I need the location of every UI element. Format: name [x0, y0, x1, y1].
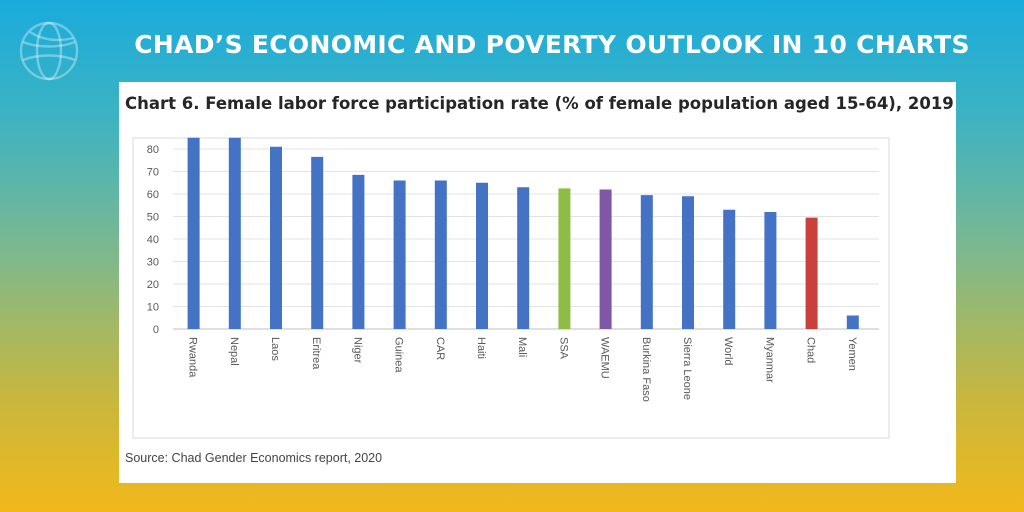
x-tick-label: Eritrea — [310, 337, 322, 370]
bar-yemen — [846, 315, 859, 329]
y-tick-label: 60 — [147, 189, 159, 201]
bar-burkina-faso — [640, 195, 653, 329]
bar-rwanda — [187, 137, 200, 329]
bars — [187, 137, 859, 329]
x-tick-label: Sierra Leone — [681, 337, 693, 400]
y-tick-label: 40 — [147, 234, 159, 246]
x-tick-label: CAR — [434, 337, 446, 360]
y-tick-label: 20 — [147, 279, 159, 291]
bar-car — [434, 180, 447, 329]
bar-laos — [270, 146, 282, 329]
source-note: Source: Chad Gender Economics report, 20… — [125, 451, 383, 465]
x-tick-label: Myanmar — [763, 337, 775, 383]
y-tick-labels: 0 10 20 30 40 50 60 70 80 — [147, 144, 159, 336]
globe-icon — [19, 21, 79, 81]
x-tick-label: SSA — [557, 337, 569, 360]
y-tick-label: 30 — [147, 257, 159, 269]
bar-nepal — [228, 137, 241, 329]
x-tick-labels: Rwanda Nepal Laos Eritrea Niger Guinea CAR Hait… — [187, 337, 858, 402]
x-tick-label: Laos — [269, 337, 281, 361]
y-tick-label: 80 — [147, 144, 159, 156]
bar-world — [723, 209, 736, 329]
bar-eritrea — [311, 156, 324, 329]
x-tick-label: Burkina Faso — [640, 337, 652, 402]
chart-card: Chart 6. Female labor force participatio… — [119, 82, 956, 483]
bar-niger — [352, 174, 365, 329]
chart-title: Chart 6. Female labor force participatio… — [125, 94, 954, 113]
bar-waemu — [599, 189, 612, 329]
bar-guinea — [393, 180, 406, 329]
bar-chad — [805, 217, 818, 329]
bar-myanmar — [764, 212, 777, 329]
bar-sierra-leone — [682, 196, 694, 329]
bar-ssa — [558, 188, 571, 329]
x-tick-label: Mali — [516, 337, 528, 357]
y-tick-label: 10 — [147, 302, 159, 314]
x-tick-label: Haiti — [475, 337, 487, 359]
x-tick-label: Niger — [351, 337, 363, 364]
plot-frame — [132, 137, 890, 439]
x-tick-label: Chad — [805, 337, 817, 363]
bar-mali — [517, 187, 530, 329]
x-tick-label: Yemen — [846, 337, 858, 371]
x-tick-label: Guinea — [393, 337, 405, 373]
x-tick-label: WAEMU — [599, 337, 611, 379]
x-tick-label: Nepal — [228, 337, 240, 366]
x-tick-label: Rwanda — [187, 337, 199, 378]
y-tick-label: 0 — [153, 324, 159, 336]
y-tick-label: 70 — [147, 167, 159, 179]
banner-title: CHAD’S ECONOMIC AND POVERTY OUTLOOK IN 1… — [134, 30, 970, 59]
bar-chart: 0 10 20 30 40 50 60 70 80 Rwanda Nepal Laos Eritrea… — [132, 137, 890, 439]
x-tick-label: World — [722, 337, 734, 366]
y-tick-label: 50 — [147, 212, 159, 224]
bar-haiti — [476, 182, 488, 329]
